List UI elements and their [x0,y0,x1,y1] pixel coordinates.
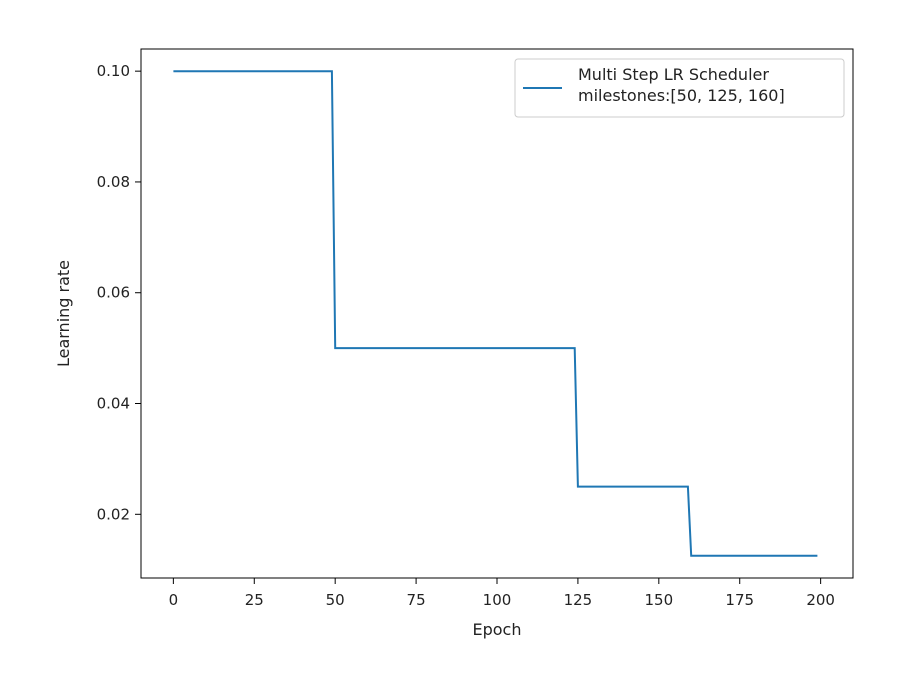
series-layer [173,70,818,557]
y-tick-label: 0.08 [97,173,130,191]
x-axis-label: Epoch [473,620,522,639]
plot-area [140,48,854,579]
x-tick-label: 75 [407,591,426,609]
series-line [173,70,818,557]
x-tick-label: 150 [644,591,673,609]
legend-label: Multi Step LR Scheduler [578,65,769,84]
x-tick-label: 125 [564,591,593,609]
x-tick-label: 0 [169,591,179,609]
x-tick-label: 25 [245,591,264,609]
x-tick-label: 200 [806,591,835,609]
y-axis: 0.02 0.04 0.06 0.08 0.10 [97,62,141,523]
x-tick-label: 50 [326,591,345,609]
legend-box [514,58,845,118]
x-tick-label: 100 [483,591,512,609]
y-axis-label: Learning rate [54,260,73,367]
y-tick-label: 0.04 [97,395,130,413]
legend: Multi Step LR Scheduler milestones:[50, 1… [514,58,845,118]
y-tick-label: 0.06 [97,284,130,302]
plot-frame [140,48,854,579]
x-axis: 0 25 50 75 100 125 150 175 200 [169,578,835,609]
y-tick-label: 0.10 [97,62,130,80]
legend-label: milestones:[50, 125, 160] [578,86,785,105]
y-tick-label: 0.02 [97,505,130,523]
x-tick-label: 175 [725,591,754,609]
